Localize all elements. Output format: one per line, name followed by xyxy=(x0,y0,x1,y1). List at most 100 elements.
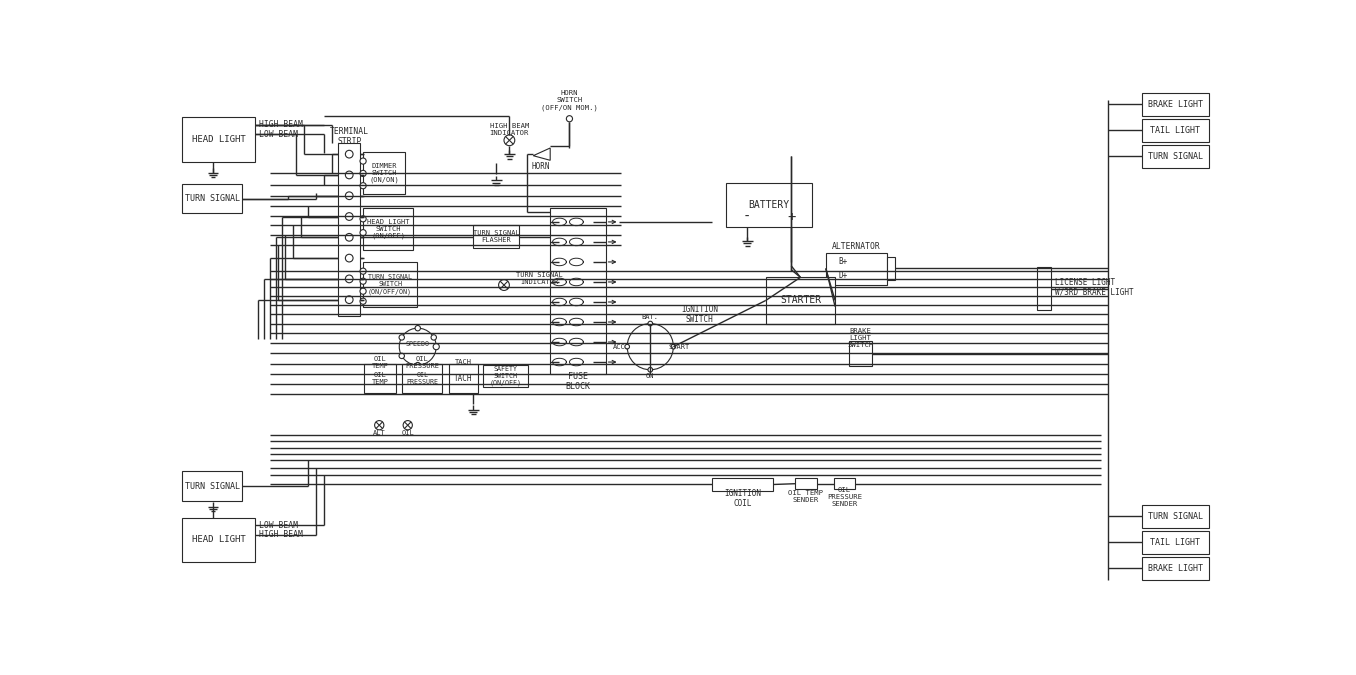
Text: OIL
TEMP: OIL TEMP xyxy=(372,372,389,385)
Circle shape xyxy=(346,213,353,220)
Bar xyxy=(182,518,255,562)
Text: HORN
SWITCH
(OFF/ON MOM.): HORN SWITCH (OFF/ON MOM.) xyxy=(541,90,598,111)
Text: HIGH BEAM: HIGH BEAM xyxy=(259,530,302,539)
Text: BAT.: BAT. xyxy=(641,315,659,321)
Text: TERMINAL
STRIP: TERMINAL STRIP xyxy=(330,127,369,146)
Bar xyxy=(766,277,835,323)
Bar xyxy=(403,364,442,393)
Text: OIL TEMP
SENDER: OIL TEMP SENDER xyxy=(788,490,823,504)
Circle shape xyxy=(415,325,420,331)
Bar xyxy=(1142,145,1210,168)
Circle shape xyxy=(433,344,439,350)
Bar xyxy=(1037,267,1051,310)
Bar xyxy=(182,117,255,162)
Bar xyxy=(551,208,606,373)
Bar xyxy=(182,471,243,501)
Text: +: + xyxy=(786,209,796,223)
Circle shape xyxy=(346,151,353,158)
Circle shape xyxy=(346,192,353,200)
Text: HEAD LIGHT: HEAD LIGHT xyxy=(191,135,245,144)
Text: BRAKE
LIGHT
SWITCH: BRAKE LIGHT SWITCH xyxy=(848,328,873,348)
Bar xyxy=(449,364,477,393)
Text: TACH: TACH xyxy=(454,359,472,365)
Text: OIL
PRESSURE: OIL PRESSURE xyxy=(407,372,438,385)
Circle shape xyxy=(346,296,353,304)
Text: ALT: ALT xyxy=(373,430,385,436)
Circle shape xyxy=(359,268,366,274)
Circle shape xyxy=(346,254,353,262)
Text: BRAKE LIGHT: BRAKE LIGHT xyxy=(1149,564,1203,573)
Circle shape xyxy=(359,183,366,189)
Text: OIL
TEMP: OIL TEMP xyxy=(372,356,389,369)
Text: TURN SIGNAL: TURN SIGNAL xyxy=(1149,512,1203,520)
Circle shape xyxy=(359,288,366,294)
Circle shape xyxy=(359,230,366,236)
Circle shape xyxy=(359,170,366,176)
Bar xyxy=(795,479,816,489)
Text: LICENSE LIGHT: LICENSE LIGHT xyxy=(1055,278,1115,287)
Bar xyxy=(363,364,396,393)
Text: W/3RD BRAKE LIGHT: W/3RD BRAKE LIGHT xyxy=(1055,287,1134,296)
Text: STARTER: STARTER xyxy=(780,296,820,306)
Circle shape xyxy=(346,234,353,241)
Text: TURN SIGNAL
INDICATOR: TURN SIGNAL INDICATOR xyxy=(517,273,563,286)
Text: ON: ON xyxy=(645,373,655,379)
Circle shape xyxy=(359,158,366,164)
Text: TURN SIGNAL: TURN SIGNAL xyxy=(184,481,240,491)
Text: HORN: HORN xyxy=(532,162,551,171)
Text: TACH: TACH xyxy=(454,374,472,383)
Circle shape xyxy=(625,344,629,349)
Text: FUSE
BLOCK: FUSE BLOCK xyxy=(565,372,590,391)
Circle shape xyxy=(359,298,366,304)
Text: ACC.: ACC. xyxy=(613,344,629,350)
Bar xyxy=(473,225,519,248)
Text: ALTERNATOR: ALTERNATOR xyxy=(833,242,881,251)
Text: IGNITION
COIL: IGNITION COIL xyxy=(724,489,761,508)
Text: DIMMER
SWITCH
(ON/ON): DIMMER SWITCH (ON/ON) xyxy=(369,163,399,184)
Text: BRAKE LIGHT: BRAKE LIGHT xyxy=(1149,100,1203,109)
Text: SPEEDO: SPEEDO xyxy=(405,341,430,346)
Bar xyxy=(1142,531,1210,554)
Text: LOW BEAM: LOW BEAM xyxy=(259,130,298,138)
Bar xyxy=(483,365,527,387)
Text: LOW BEAM: LOW BEAM xyxy=(259,521,298,530)
Bar xyxy=(1142,504,1210,528)
Circle shape xyxy=(346,275,353,283)
Circle shape xyxy=(359,216,366,222)
Text: OIL: OIL xyxy=(401,430,414,436)
Circle shape xyxy=(399,353,404,358)
Bar xyxy=(1142,119,1210,142)
Circle shape xyxy=(567,115,572,122)
Text: TURN SIGNAL
FLASHER: TURN SIGNAL FLASHER xyxy=(473,230,519,243)
Bar xyxy=(826,252,887,285)
Text: IGNITION
SWITCH: IGNITION SWITCH xyxy=(681,304,719,324)
Text: HEAD LIGHT
SWITCH
(ON/OFF): HEAD LIGHT SWITCH (ON/OFF) xyxy=(367,219,410,240)
Text: D+: D+ xyxy=(838,271,848,280)
Circle shape xyxy=(431,335,437,340)
Circle shape xyxy=(671,344,675,349)
Text: HEAD LIGHT: HEAD LIGHT xyxy=(191,535,245,545)
Text: OIL
PRESSURE: OIL PRESSURE xyxy=(405,356,439,369)
Text: TURN SIGNAL
SWITCH
(ON/OFF/ON): TURN SIGNAL SWITCH (ON/OFF/ON) xyxy=(367,274,412,294)
Text: HIGH BEAM: HIGH BEAM xyxy=(259,120,302,130)
Circle shape xyxy=(648,321,652,326)
Bar xyxy=(363,152,405,194)
Text: HIGH BEAM
INDICATOR: HIGH BEAM INDICATOR xyxy=(490,123,529,136)
Bar xyxy=(339,142,359,316)
Text: TURN SIGNAL: TURN SIGNAL xyxy=(1149,152,1203,161)
Bar xyxy=(182,184,243,213)
Circle shape xyxy=(415,362,420,368)
Bar xyxy=(363,208,414,250)
Bar xyxy=(1142,92,1210,115)
Circle shape xyxy=(628,323,674,370)
Text: TURN SIGNAL: TURN SIGNAL xyxy=(184,194,240,203)
Bar xyxy=(712,479,773,491)
Text: START: START xyxy=(669,344,690,350)
Text: TAIL LIGHT: TAIL LIGHT xyxy=(1150,538,1200,547)
Circle shape xyxy=(648,367,652,372)
Bar xyxy=(834,479,856,489)
Bar xyxy=(887,257,895,280)
Text: B+: B+ xyxy=(838,257,848,267)
Bar xyxy=(1142,557,1210,580)
Bar xyxy=(849,342,872,366)
